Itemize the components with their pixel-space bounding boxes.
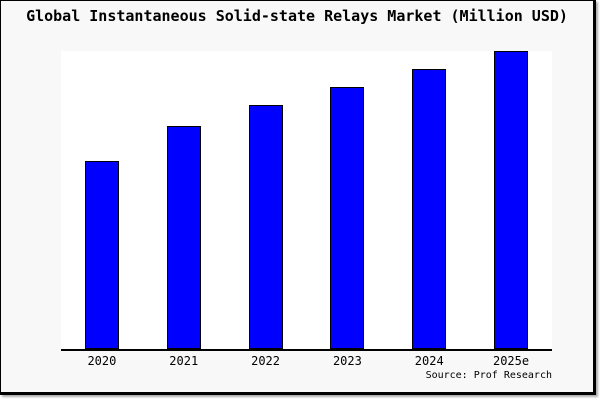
x-tick-label-2024: 2024 — [414, 354, 444, 368]
bar-slot — [306, 51, 388, 349]
bar-slot — [61, 51, 143, 349]
bar-2021 — [166, 125, 201, 349]
x-tick-label-2020: 2020 — [87, 354, 117, 368]
bar-slot — [143, 51, 225, 349]
x-axis-labels: 2020 2021 2022 2023 2024 2025e — [61, 354, 552, 368]
bar-2020 — [84, 161, 119, 349]
x-tick-label-2021: 2021 — [169, 354, 199, 368]
bar-slot — [388, 51, 470, 349]
bar-2022 — [248, 104, 283, 349]
bar-2025e — [494, 51, 529, 349]
bar-2024 — [412, 68, 447, 349]
plot-area — [61, 51, 552, 351]
bar-slot — [225, 51, 307, 349]
bar-2023 — [330, 86, 365, 349]
x-tick-label-2023: 2023 — [332, 354, 362, 368]
source-credit: Source: Prof Research — [425, 370, 552, 381]
bar-slot — [470, 51, 552, 349]
x-tick-label-2025e: 2025e — [492, 354, 530, 368]
x-tick-label-2022: 2022 — [251, 354, 281, 368]
bars-row — [61, 51, 552, 349]
chart-title: Global Instantaneous Solid-state Relays … — [26, 7, 568, 25]
